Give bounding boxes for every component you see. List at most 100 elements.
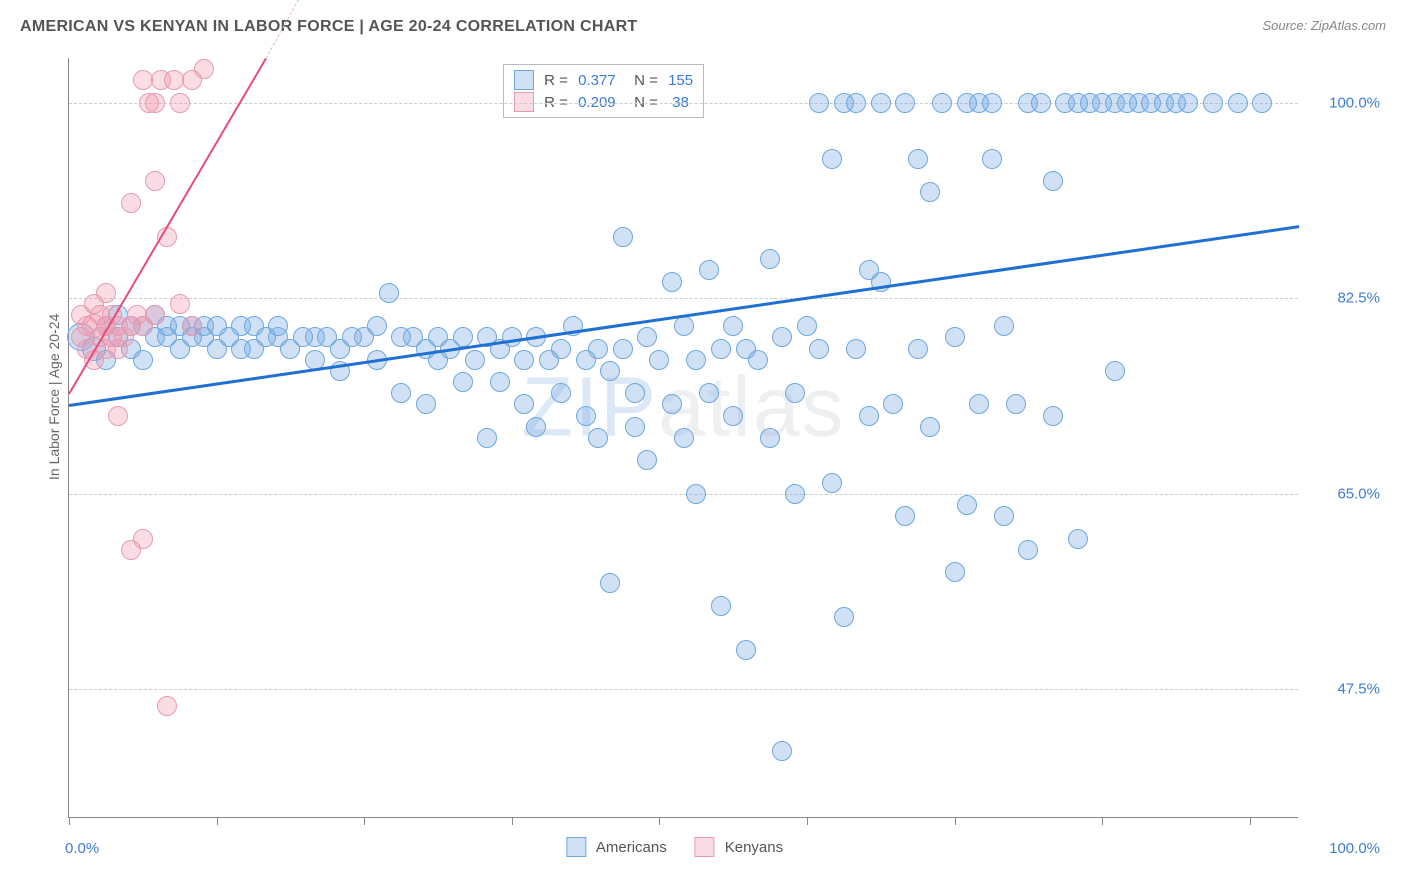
data-point (1178, 93, 1198, 113)
data-point (1228, 93, 1248, 113)
data-point (526, 417, 546, 437)
data-point (785, 484, 805, 504)
data-point (699, 260, 719, 280)
data-point (723, 316, 743, 336)
legend-swatch (566, 837, 586, 857)
data-point (367, 316, 387, 336)
x-tick (217, 817, 218, 825)
data-point (490, 372, 510, 392)
data-point (674, 316, 694, 336)
data-point (1203, 93, 1223, 113)
data-point (551, 383, 571, 403)
legend-label: Kenyans (725, 839, 783, 856)
data-point (588, 339, 608, 359)
data-point (809, 339, 829, 359)
data-point (822, 149, 842, 169)
legend-swatch (695, 837, 715, 857)
data-point (416, 394, 436, 414)
x-tick (512, 817, 513, 825)
legend-stats-row: R = 0.377 N = 155 (514, 69, 693, 91)
chart: In Labor Force | Age 20-24 ZIPatlas R = … (20, 50, 1386, 872)
data-point (711, 596, 731, 616)
x-tick (364, 817, 365, 825)
data-point (1068, 529, 1088, 549)
data-point (982, 93, 1002, 113)
data-point (969, 394, 989, 414)
data-point (551, 339, 571, 359)
data-point (932, 93, 952, 113)
x-tick (69, 817, 70, 825)
header: AMERICAN VS KENYAN IN LABOR FORCE | AGE … (0, 0, 1406, 44)
chart-title: AMERICAN VS KENYAN IN LABOR FORCE | AGE … (20, 18, 638, 36)
data-point (477, 428, 497, 448)
data-point (170, 294, 190, 314)
data-point (883, 394, 903, 414)
data-point (170, 93, 190, 113)
data-point (465, 350, 485, 370)
data-point (133, 350, 153, 370)
data-point (908, 149, 928, 169)
data-point (379, 283, 399, 303)
data-point (822, 473, 842, 493)
data-point (391, 383, 411, 403)
data-point (502, 327, 522, 347)
data-point (453, 327, 473, 347)
data-point (945, 327, 965, 347)
data-point (686, 484, 706, 504)
data-point (797, 316, 817, 336)
data-point (772, 741, 792, 761)
data-point (686, 350, 706, 370)
data-point (662, 272, 682, 292)
data-point (699, 383, 719, 403)
data-point (871, 93, 891, 113)
data-point (846, 339, 866, 359)
data-point (133, 70, 153, 90)
y-tick-label: 47.5% (1304, 681, 1380, 698)
data-point (1105, 361, 1125, 381)
legend-swatch (514, 70, 534, 90)
data-point (1043, 406, 1063, 426)
plot-area: ZIPatlas R = 0.377 N = 155 R = 0.209 N =… (68, 58, 1298, 818)
gridline (69, 494, 1298, 495)
data-point (637, 450, 657, 470)
y-axis-title: In Labor Force | Age 20-24 (46, 314, 62, 480)
data-point (1018, 540, 1038, 560)
data-point (1043, 171, 1063, 191)
x-axis-max-label: 100.0% (1329, 840, 1380, 857)
data-point (625, 383, 645, 403)
y-tick-label: 82.5% (1304, 290, 1380, 307)
data-point (453, 372, 473, 392)
data-point (613, 227, 633, 247)
data-point (809, 93, 829, 113)
data-point (994, 506, 1014, 526)
data-point (895, 93, 915, 113)
data-point (268, 316, 288, 336)
y-tick-label: 100.0% (1304, 94, 1380, 111)
data-point (121, 193, 141, 213)
data-point (145, 93, 165, 113)
data-point (600, 573, 620, 593)
data-point (662, 394, 682, 414)
data-point (600, 361, 620, 381)
data-point (982, 149, 1002, 169)
data-point (145, 305, 165, 325)
data-point (576, 406, 596, 426)
data-point (834, 607, 854, 627)
data-point (846, 93, 866, 113)
data-point (957, 495, 977, 515)
data-point (994, 316, 1014, 336)
data-point (736, 640, 756, 660)
data-point (182, 316, 202, 336)
data-point (133, 529, 153, 549)
data-point (711, 339, 731, 359)
data-point (748, 350, 768, 370)
data-point (588, 428, 608, 448)
data-point (908, 339, 928, 359)
data-point (649, 350, 669, 370)
source-label: Source: ZipAtlas.com (1262, 18, 1386, 33)
data-point (1006, 394, 1026, 414)
data-point (108, 406, 128, 426)
data-point (613, 339, 633, 359)
data-point (514, 350, 534, 370)
data-point (859, 406, 879, 426)
